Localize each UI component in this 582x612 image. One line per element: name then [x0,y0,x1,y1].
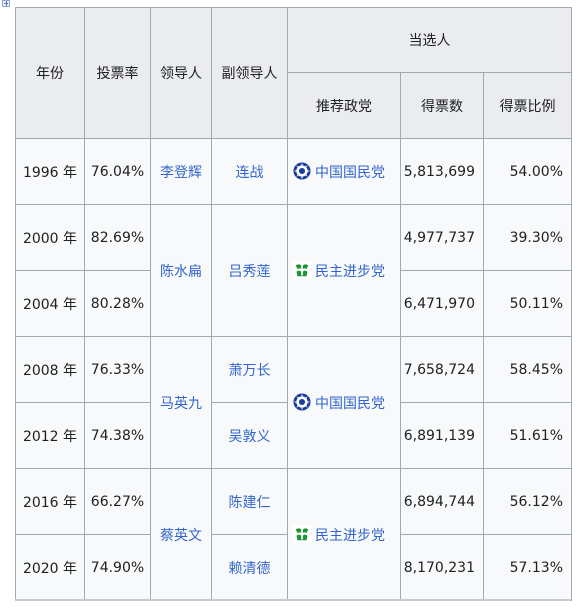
year-cell: 2016 年 [15,468,85,535]
header-party: 推荐政党 [287,72,401,139]
year-cell: 2012 年 [15,402,85,469]
deputy-link[interactable]: 吕秀莲 [211,204,288,337]
header-leader: 领导人 [150,7,212,139]
party-link[interactable]: 民主进步党 [315,263,385,280]
share-cell: 54.00% [483,138,572,205]
votes-cell: 6,894,744 [400,468,484,535]
table-row: 2016 年 66.27% 蔡英文 陈建仁 民主进步党 6,894,744 56… [15,468,572,601]
dpp-emblem-icon [293,524,311,543]
share-cell: 58.45% [483,336,572,403]
leader-link[interactable]: 马英九 [150,336,212,469]
votes-cell: 4,977,737 [400,204,484,271]
year-cell: 2020 年 [15,534,85,601]
dpp-emblem-icon [293,260,311,279]
deputy-link[interactable]: 陈建仁 [211,468,288,535]
party-cell: 中国国民党 [287,336,401,469]
party-cell: 民主进步党 [287,468,401,601]
party-link[interactable]: 民主进步党 [315,527,385,544]
share-cell: 56.12% [483,468,572,535]
deputy-link[interactable]: 吴敦义 [211,402,288,469]
share-cell: 57.13% [483,534,572,601]
turnout-cell: 80.28% [84,270,151,337]
table-row: 1996 年 76.04% 李登辉 连战 中国国民党 5 [15,138,572,205]
votes-cell: 6,471,970 [400,270,484,337]
kmt-emblem-icon [293,161,311,180]
leader-link[interactable]: 蔡英文 [150,468,212,601]
party-link[interactable]: 中国国民党 [315,164,385,181]
party-link[interactable]: 中国国民党 [315,395,385,412]
header-elected: 当选人 [287,7,572,73]
leader-link[interactable]: 李登辉 [150,138,212,205]
share-cell: 51.61% [483,402,572,469]
share-cell: 50.11% [483,270,572,337]
party-cell: 民主进步党 [287,204,401,337]
table-row: 2012 年 74.38% 吴敦义 6,891,139 51.61% [15,402,572,469]
votes-cell: 6,891,139 [400,402,484,469]
table-bottom-border [15,599,571,601]
turnout-cell: 74.38% [84,402,151,469]
header-year: 年份 [15,7,85,139]
year-cell: 2008 年 [15,336,85,403]
header-share: 得票比例 [483,72,572,139]
votes-cell: 5,813,699 [400,138,484,205]
deputy-link[interactable]: 赖清德 [211,534,288,601]
year-cell: 2000 年 [15,204,85,271]
kmt-emblem-icon [293,392,311,411]
turnout-cell: 74.90% [84,534,151,601]
votes-cell: 8,170,231 [400,534,484,601]
leader-link[interactable]: 陈水扁 [150,204,212,337]
year-cell: 1996 年 [15,138,85,205]
header-votes: 得票数 [400,72,484,139]
header-turnout: 投票率 [84,7,151,139]
turnout-cell: 76.04% [84,138,151,205]
turnout-cell: 66.27% [84,468,151,535]
deputy-link[interactable]: 萧万长 [211,336,288,403]
election-results-table: 年份 投票率 领导人 副领导人 当选人 推荐政党 得票数 得票比例 1996 年… [15,7,572,601]
table-row: 2000 年 82.69% 陈水扁 吕秀莲 民主进步党 4,977,737 39… [15,204,572,337]
table-row: 2008 年 76.33% 马英九 萧万长 中国国民党 [15,336,572,469]
deputy-link[interactable]: 连战 [211,138,288,205]
votes-cell: 7,658,724 [400,336,484,403]
year-cell: 2004 年 [15,270,85,337]
table-row: 2004 年 80.28% 6,471,970 50.11% [15,270,572,337]
table-expand-icon[interactable] [2,0,10,7]
party-cell: 中国国民党 [287,138,401,205]
header-deputy: 副领导人 [211,7,288,139]
share-cell: 39.30% [483,204,572,271]
turnout-cell: 76.33% [84,336,151,403]
turnout-cell: 82.69% [84,204,151,271]
